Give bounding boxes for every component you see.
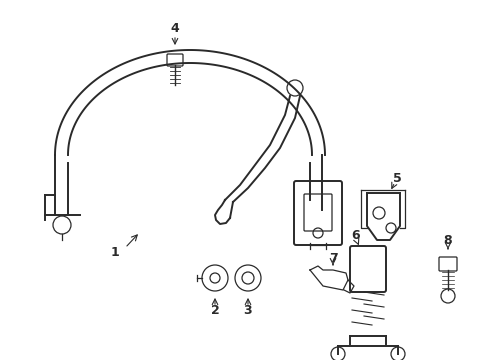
Text: 3: 3	[243, 303, 252, 316]
Text: 8: 8	[443, 234, 451, 247]
Text: 2: 2	[210, 303, 219, 316]
Text: 5: 5	[392, 171, 401, 185]
Text: 6: 6	[351, 229, 360, 242]
Text: 7: 7	[328, 252, 337, 265]
Text: 4: 4	[170, 22, 179, 35]
Text: 1: 1	[110, 246, 119, 258]
